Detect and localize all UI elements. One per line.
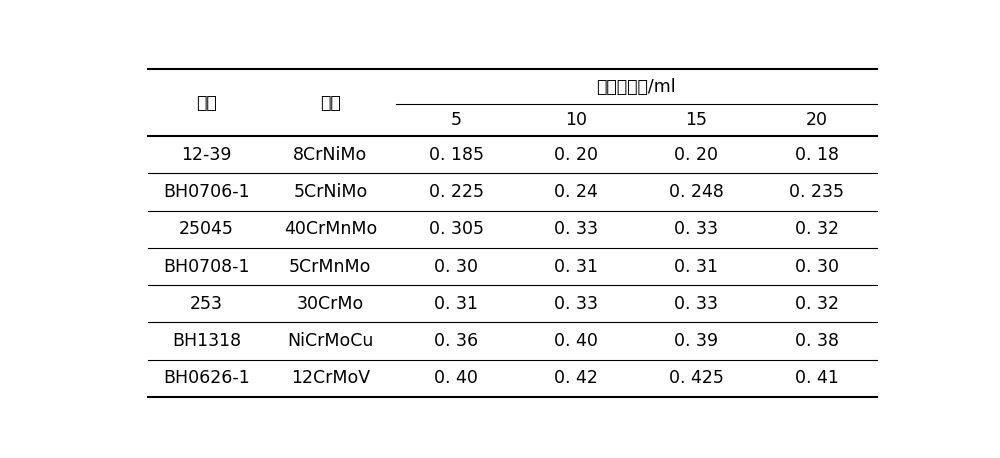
Text: 0. 31: 0. 31 [554,257,598,276]
Text: 40CrMnMo: 40CrMnMo [284,220,377,238]
Text: 20: 20 [806,111,828,129]
Text: 0. 248: 0. 248 [669,183,724,201]
Text: 0. 20: 0. 20 [674,146,718,164]
Text: 0. 32: 0. 32 [795,220,839,238]
Text: 0. 425: 0. 425 [669,370,724,387]
Text: 牌号: 牌号 [320,93,341,112]
Text: 12CrMoV: 12CrMoV [291,370,370,387]
Text: 0. 40: 0. 40 [434,370,478,387]
Text: 15: 15 [685,111,707,129]
Text: 0. 20: 0. 20 [554,146,598,164]
Text: 0. 33: 0. 33 [554,220,598,238]
Text: 0. 33: 0. 33 [674,295,718,313]
Text: 0. 305: 0. 305 [429,220,484,238]
Text: 0. 18: 0. 18 [795,146,839,164]
Text: 30CrMo: 30CrMo [297,295,364,313]
Text: 10: 10 [565,111,587,129]
Text: 0. 225: 0. 225 [429,183,484,201]
Text: 0. 40: 0. 40 [554,332,598,350]
Text: 0. 30: 0. 30 [434,257,478,276]
Text: 12-39: 12-39 [181,146,232,164]
Text: 0. 33: 0. 33 [554,295,598,313]
Text: 253: 253 [190,295,223,313]
Text: 0. 31: 0. 31 [434,295,478,313]
Text: 5: 5 [451,111,462,129]
Text: 0. 36: 0. 36 [434,332,478,350]
Text: 5CrMnMo: 5CrMnMo [289,257,372,276]
Text: BH1318: BH1318 [172,332,241,350]
Text: BH0708-1: BH0708-1 [163,257,250,276]
Text: 0. 41: 0. 41 [795,370,839,387]
Text: 硫酸加入量/ml: 硫酸加入量/ml [597,78,676,96]
Text: 25045: 25045 [179,220,234,238]
Text: 0. 235: 0. 235 [789,183,844,201]
Text: BH0626-1: BH0626-1 [163,370,250,387]
Text: NiCrMoCu: NiCrMoCu [287,332,374,350]
Text: BH0706-1: BH0706-1 [163,183,250,201]
Text: 0. 30: 0. 30 [795,257,839,276]
Text: 5CrNiMo: 5CrNiMo [293,183,368,201]
Text: 0. 39: 0. 39 [674,332,719,350]
Text: 0. 31: 0. 31 [674,257,718,276]
Text: 8CrNiMo: 8CrNiMo [293,146,368,164]
Text: 0. 24: 0. 24 [554,183,598,201]
Text: 0. 185: 0. 185 [429,146,484,164]
Text: 编号: 编号 [196,93,217,112]
Text: 0. 32: 0. 32 [795,295,839,313]
Text: 0. 42: 0. 42 [554,370,598,387]
Text: 0. 38: 0. 38 [795,332,839,350]
Text: 0. 33: 0. 33 [674,220,718,238]
